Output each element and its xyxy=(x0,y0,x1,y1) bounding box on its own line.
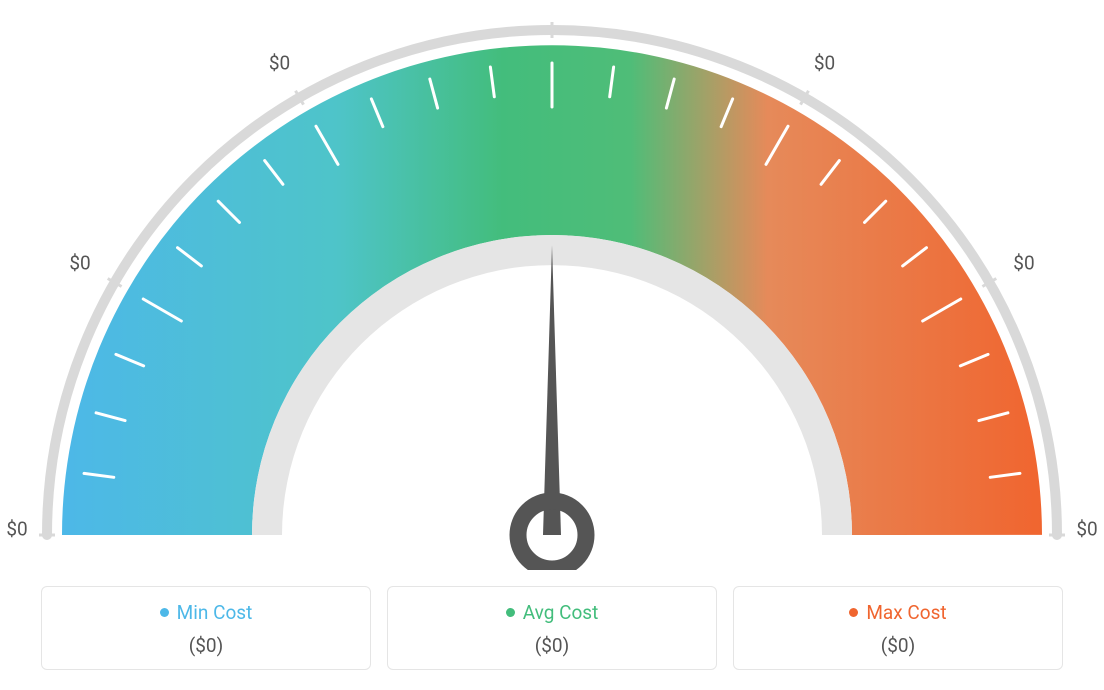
legend-dot-max xyxy=(849,608,858,617)
legend-text-min: Min Cost xyxy=(177,601,253,624)
gauge-tick-label: $0 xyxy=(6,518,27,541)
legend-card-min: Min Cost ($0) xyxy=(41,586,371,670)
legend-label-min: Min Cost xyxy=(160,601,253,624)
legend-row: Min Cost ($0) Avg Cost ($0) Max Cost ($0… xyxy=(0,586,1104,670)
legend-card-max: Max Cost ($0) xyxy=(733,586,1063,670)
gauge-tick-label: $0 xyxy=(69,251,90,274)
legend-dot-avg xyxy=(506,608,515,617)
legend-dot-min xyxy=(160,608,169,617)
legend-value-max: ($0) xyxy=(744,634,1052,657)
gauge-chart xyxy=(0,10,1104,574)
gauge-tick-label: $0 xyxy=(269,52,290,75)
legend-card-avg: Avg Cost ($0) xyxy=(387,586,717,670)
legend-label-max: Max Cost xyxy=(849,601,946,624)
gauge-svg xyxy=(0,10,1104,570)
legend-value-min: ($0) xyxy=(52,634,360,657)
legend-value-avg: ($0) xyxy=(398,634,706,657)
legend-text-avg: Avg Cost xyxy=(523,601,599,624)
legend-text-max: Max Cost xyxy=(866,601,946,624)
gauge-tick-label: $0 xyxy=(1013,251,1034,274)
gauge-tick-label: $0 xyxy=(1076,518,1097,541)
legend-label-avg: Avg Cost xyxy=(506,601,599,624)
gauge-tick-label: $0 xyxy=(814,52,835,75)
